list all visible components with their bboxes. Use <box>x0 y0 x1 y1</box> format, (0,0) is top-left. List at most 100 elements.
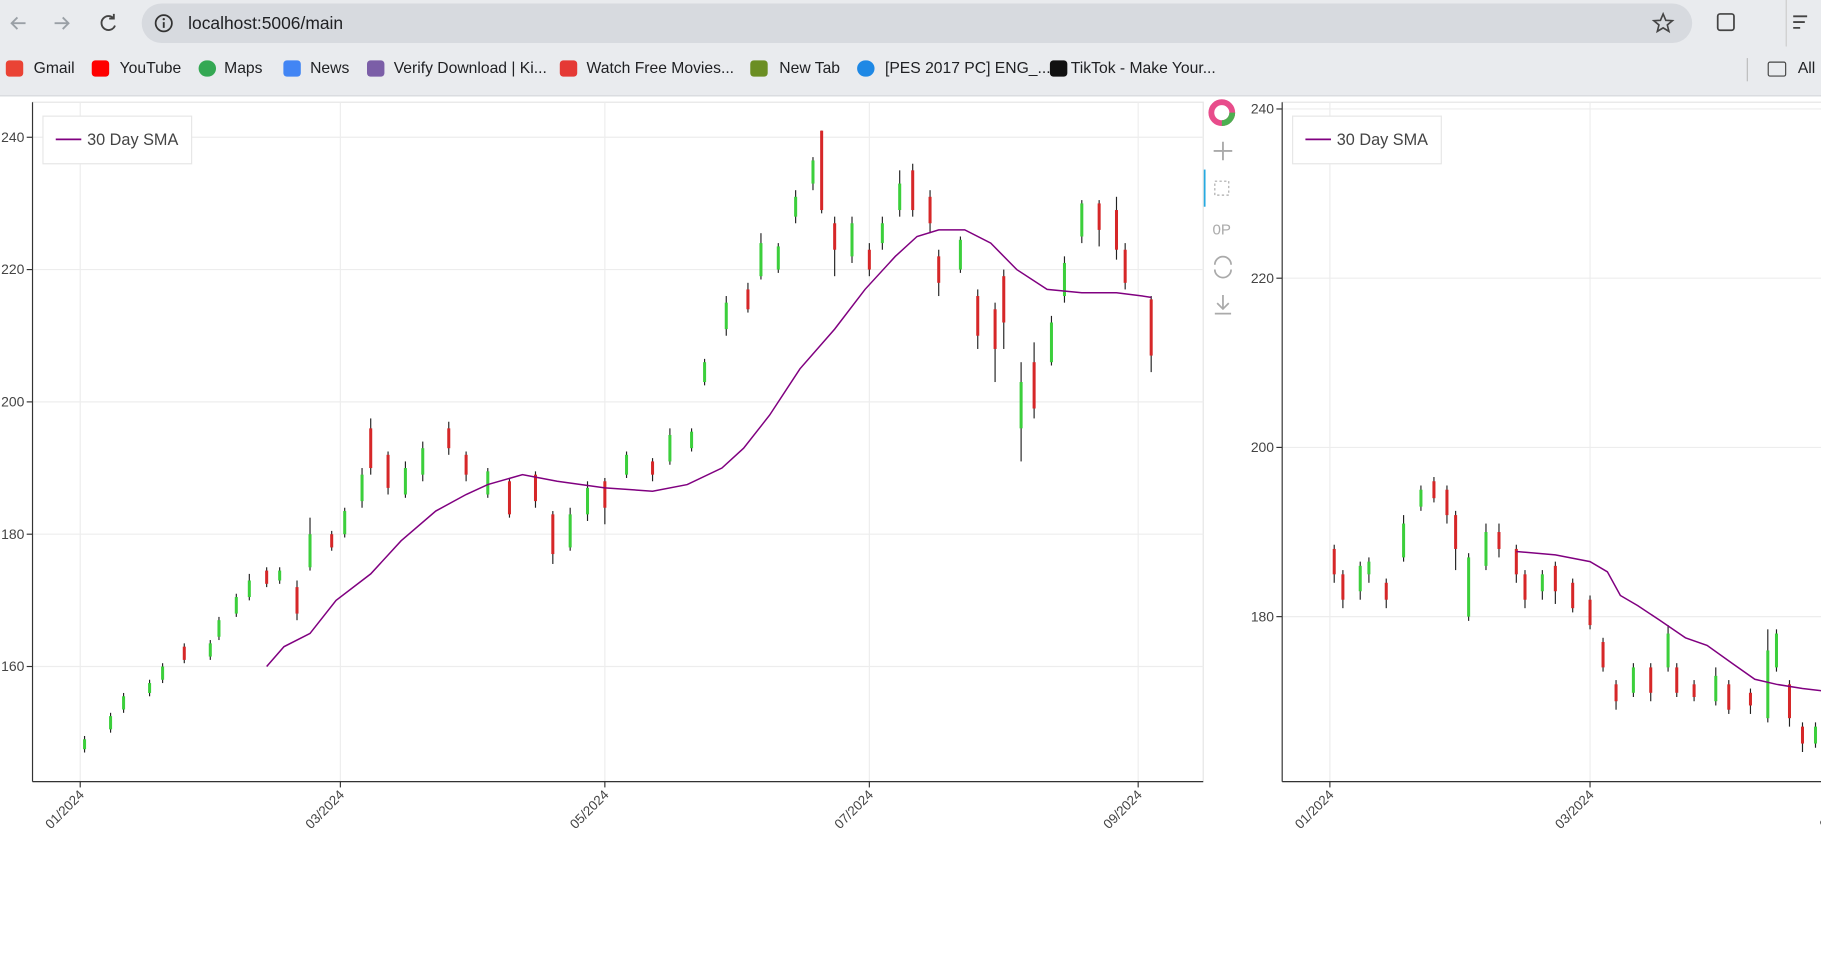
candle-body <box>1714 675 1718 702</box>
bookmark-icon <box>857 60 875 77</box>
candle-body <box>668 434 672 462</box>
candle-body <box>703 362 707 383</box>
candle-body <box>1358 565 1362 592</box>
candle-body <box>369 428 373 469</box>
y-tick-label: 240 <box>1 129 24 145</box>
candle-body <box>208 643 212 657</box>
candle-body <box>234 597 238 614</box>
candle-body <box>217 620 221 637</box>
candle-body <box>603 481 607 508</box>
candle-body <box>1019 382 1023 429</box>
candle-body <box>265 570 269 584</box>
candle-body <box>1341 574 1345 600</box>
candle-body <box>1032 362 1036 409</box>
candle-body <box>1553 565 1557 592</box>
y-tick-label: 160 <box>1 658 24 674</box>
candle-body <box>976 296 980 336</box>
url[interactable]: localhost:5006/main <box>188 13 344 34</box>
x-tick-label: 05/2024 <box>567 787 612 832</box>
candle-body <box>794 196 798 217</box>
candle-body <box>247 580 251 598</box>
bookmark[interactable]: YouTube <box>119 59 182 77</box>
site-info-icon[interactable] <box>152 12 175 35</box>
candle-body <box>993 309 997 349</box>
bookmark[interactable]: Gmail <box>33 59 75 77</box>
candle-body <box>1666 633 1670 668</box>
bookmark[interactable]: Maps <box>224 59 263 77</box>
bookmark[interactable]: [PES 2017 PC] ENG_... <box>884 59 1051 77</box>
candle-body <box>464 454 468 475</box>
x-tick-label: 01/2024 <box>1292 787 1337 832</box>
y-tick-label: 220 <box>1251 270 1274 286</box>
candle-body <box>386 454 390 488</box>
candle-body <box>330 534 334 548</box>
candle-body <box>295 587 299 614</box>
y-tick-label: 200 <box>1251 439 1274 455</box>
x-tick-label: 09/2024 <box>1100 787 1145 832</box>
candle-body <box>1800 726 1805 744</box>
candle-body <box>867 249 871 270</box>
candle-body <box>746 289 750 310</box>
candle-body <box>651 461 655 475</box>
candle-body <box>776 246 780 270</box>
bookmark[interactable]: TikTok - Make Your... <box>1070 59 1216 77</box>
candle-body <box>1692 684 1696 698</box>
bookmark[interactable]: News <box>310 59 350 77</box>
sma-line <box>1516 550 1821 692</box>
candle-body <box>937 256 941 283</box>
star-icon[interactable] <box>1651 11 1675 35</box>
svg-text:0P: 0P <box>1213 222 1231 239</box>
sma-line <box>266 229 1152 668</box>
bookmark-icon <box>283 60 301 77</box>
bookmark-icon <box>5 60 24 77</box>
candle-body <box>1149 299 1153 356</box>
legend-label: 30 Day SMA <box>87 131 178 149</box>
candle-body <box>586 487 590 515</box>
bookmark[interactable]: Verify Download | Ki... <box>393 59 547 77</box>
legend-label: 30 Day SMA <box>1337 131 1428 149</box>
candle-body <box>1588 599 1592 626</box>
candle-body <box>447 428 451 449</box>
candle-body <box>850 223 854 257</box>
bookmark-icon <box>559 60 578 77</box>
candle-body <box>533 474 537 502</box>
candle-body <box>1080 203 1084 237</box>
chart-toolbar[interactable]: 0P <box>1203 99 1236 315</box>
x-tick-label: 05/2024 <box>1817 787 1821 832</box>
y-tick-label: 200 <box>1 394 24 410</box>
candle-body <box>161 666 165 680</box>
candle-body <box>1523 574 1527 600</box>
folder-icon <box>1767 61 1787 77</box>
chart: 160 180 200 220 240 01/2024 03/2024 05/2024 07/2… <box>1 101 1204 832</box>
bookmark-icon <box>367 60 385 77</box>
nav-buttons[interactable] <box>0 0 139 46</box>
candle-body <box>1062 262 1066 297</box>
candle-body <box>1454 515 1458 549</box>
candle-body <box>958 239 962 270</box>
bookmark[interactable]: New Tab <box>779 59 841 77</box>
toolbar-icons[interactable] <box>1705 0 1821 47</box>
x-tick-label: 03/2024 <box>302 787 347 832</box>
candle-body <box>308 534 312 568</box>
candle-body <box>1484 532 1488 566</box>
bookmark-icon <box>750 60 768 77</box>
bookmark[interactable]: Watch Free Movies... <box>586 59 735 77</box>
candle-body <box>724 302 728 330</box>
candle-body <box>1649 667 1653 693</box>
candle-body <box>1002 276 1006 323</box>
y-tick-label: 240 <box>1251 101 1274 117</box>
y-tick-label: 180 <box>1 526 24 542</box>
candle-body <box>122 696 126 710</box>
candle-body <box>1675 667 1679 693</box>
all-bookmarks[interactable]: All <box>1797 59 1816 77</box>
plot-area <box>1281 101 1821 783</box>
candle-body <box>1540 574 1544 592</box>
candle-body <box>911 170 915 211</box>
legend: 30 Day SMA <box>42 115 193 165</box>
candle-body <box>1571 582 1575 609</box>
plot-area <box>31 101 1204 783</box>
address-bar[interactable]: localhost:5006/main <box>141 3 1693 43</box>
